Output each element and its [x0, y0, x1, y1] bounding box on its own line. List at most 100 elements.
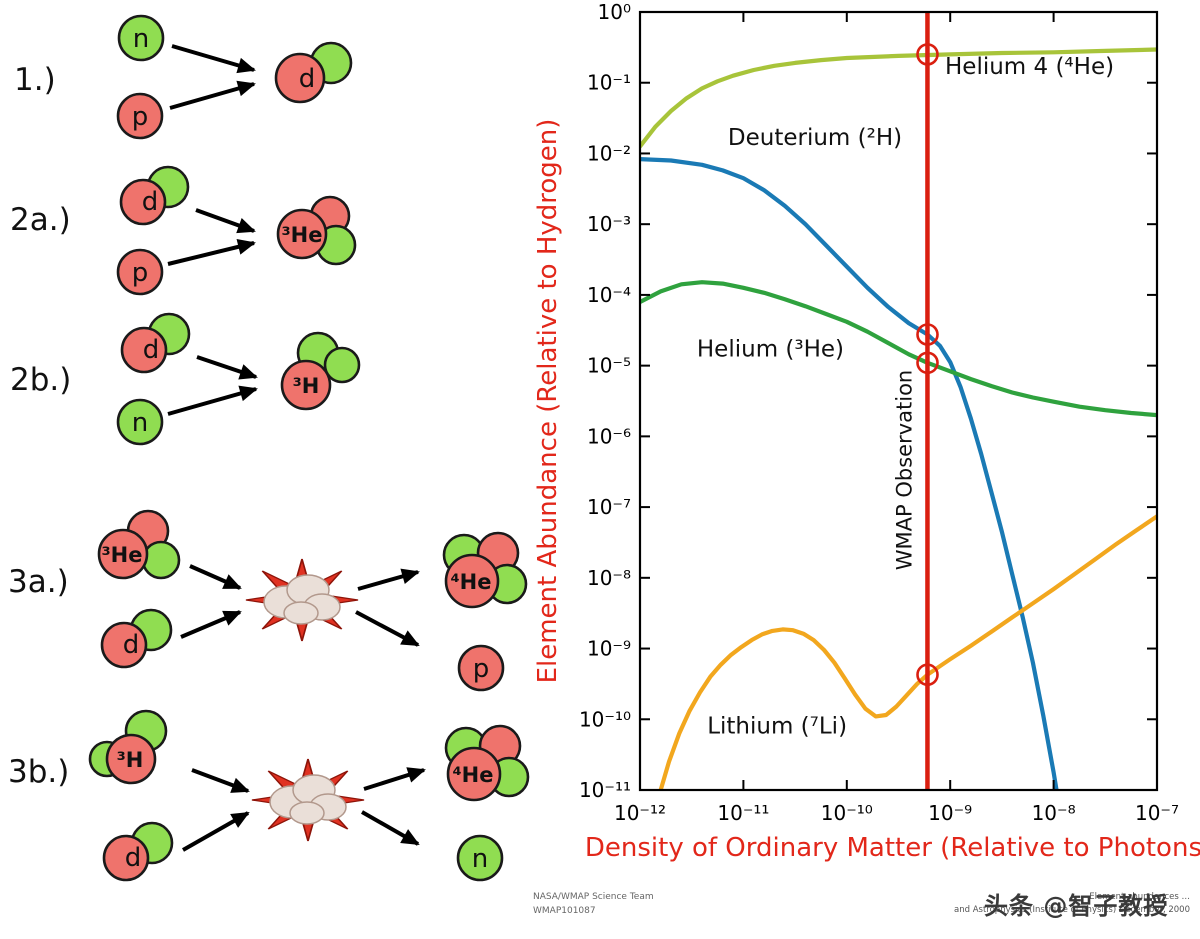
step-label: 3b.): [8, 754, 69, 790]
proton-label: p: [132, 258, 149, 288]
arrow: [167, 239, 256, 266]
proton-circle: [276, 208, 328, 260]
x-tick-label: 10⁻⁷: [1135, 801, 1179, 825]
reaction-step-2b: 2b.) d n ³H: [10, 312, 361, 446]
reaction-step-3a: 3a.) ³He d ⁴He p: [8, 509, 528, 692]
arrow: [189, 564, 242, 590]
y-tick-label: 10⁻⁸: [587, 566, 631, 590]
y-tick-label: 10⁻¹¹: [579, 778, 631, 802]
credit-source-1: Element abundances …: [1089, 892, 1190, 902]
deuteron-label: d: [123, 630, 140, 660]
proton-circle: [120, 326, 168, 374]
proton-circle: [119, 178, 167, 226]
arrow: [355, 610, 420, 647]
y-tick-label: 10⁻¹: [587, 71, 631, 95]
y-tick-label: 10⁻⁴: [587, 283, 631, 307]
neutron-label: n: [133, 24, 149, 54]
credit-left: NASA/WMAP Science Team WMAP101087: [533, 891, 654, 918]
observation-marker-lithium: [916, 663, 939, 687]
y-tick-label: 10⁻⁹: [587, 637, 631, 661]
neutron-circle: [141, 540, 181, 580]
neutron-circle: [116, 398, 164, 446]
proton-circle: [280, 359, 332, 411]
arrow: [180, 610, 242, 639]
proton-circle: [457, 644, 505, 692]
proton-label: p: [473, 654, 490, 684]
x-tick-label: 10⁻¹⁰: [821, 801, 873, 825]
explosion-icon: [251, 758, 365, 842]
tritium-label: ³H: [293, 374, 320, 398]
x-tick-label: 10⁻⁸: [1032, 801, 1076, 825]
deuteron-label: d: [299, 64, 316, 94]
deuteron-label: d: [142, 187, 159, 217]
neutron-circle: [323, 346, 361, 384]
arrow: [195, 208, 256, 234]
proton-circle: [102, 834, 150, 882]
x-tick-label: 10⁻¹¹: [717, 801, 769, 825]
observation-marker-deuterium: [916, 323, 939, 346]
arrow: [182, 811, 250, 852]
curve-label-helium3: Helium (³He): [697, 336, 844, 362]
arrow: [191, 768, 250, 793]
curve-label-deuterium: Deuterium (²H): [728, 125, 902, 151]
deuteron-label: d: [143, 335, 160, 365]
neutron-label: n: [132, 408, 148, 438]
reaction-step-1: 1.) n p d: [14, 14, 353, 140]
credit-source-2: and Astrophysics (Institute of Physics) …: [954, 904, 1190, 915]
neutron-label: n: [472, 844, 488, 874]
credit-id: WMAP101087: [533, 905, 596, 916]
arrow: [363, 767, 426, 791]
y-axis-title: Element Abundance (Relative to Hydrogen): [533, 119, 563, 684]
proton-circle: [116, 248, 164, 296]
wmap-observation-label: WMAP Observation: [892, 370, 916, 570]
proton-circle: [116, 92, 164, 140]
arrow: [171, 44, 256, 74]
y-tick-label: 10⁻⁷: [587, 495, 631, 519]
proton-circle: [105, 733, 157, 785]
proton-circle: [446, 746, 502, 802]
neutron-circle: [117, 14, 165, 62]
y-tick-label: 10⁻¹⁰: [579, 707, 631, 731]
curve-lithium: [658, 514, 1157, 790]
proton-circle: [97, 528, 149, 580]
credit-team: NASA/WMAP Science Team: [533, 892, 654, 902]
plot-frame: [638, 10, 1159, 792]
y-tick-label: 10⁻⁶: [587, 424, 631, 448]
arrow: [169, 80, 256, 110]
helium3-label: ³He: [281, 223, 322, 247]
x-tick-label: 10⁻⁹: [928, 801, 972, 825]
neutron-circle: [456, 834, 504, 882]
helium3-label: ³He: [101, 543, 142, 567]
proton-circle: [100, 621, 148, 669]
explosion-icon: [245, 558, 359, 642]
curve-deuterium: [640, 157, 1059, 790]
step-label: 1.): [14, 62, 56, 98]
curve-helium3: [640, 280, 1157, 418]
proton-label: p: [132, 102, 149, 132]
x-tick-label: 10⁻¹²: [614, 801, 666, 825]
curve-label-helium4: Helium 4 (⁴He): [945, 54, 1114, 80]
curve-label-lithium: Lithium (⁷Li): [707, 713, 847, 739]
curve-helium4: [640, 47, 1157, 149]
step-label: 2b.): [10, 362, 71, 398]
step-label: 2a.): [10, 202, 71, 238]
reaction-diagram: 1.) n p d 2a.) d p ³He: [8, 14, 530, 882]
arrow: [196, 355, 258, 380]
y-tick-label: 10⁻³: [587, 212, 631, 236]
x-axis-title: Density of Ordinary Matter (Relative to …: [585, 833, 1200, 863]
proton-circle: [444, 553, 500, 609]
reaction-step-2a: 2a.) d p ³He: [10, 165, 357, 296]
arrow: [167, 385, 258, 416]
arrow: [361, 810, 420, 846]
reaction-step-3b: 3b.) ³H d ⁴He n: [8, 709, 530, 882]
credit-right: Element abundances … and Astrophysics (I…: [860, 891, 1190, 917]
proton-circle: [274, 52, 326, 104]
step-label: 3a.): [8, 564, 69, 600]
y-tick-label: 10⁻⁵: [587, 354, 631, 378]
deuteron-label: d: [125, 843, 142, 873]
observation-marker-helium4: [916, 43, 939, 66]
watermark: 头条 @智子教授: [984, 892, 1169, 920]
abundance-chart: 10⁰ 10⁻¹ 10⁻² 10⁻³ 10⁻⁴ 10⁻⁵ 10⁻⁶ 10⁻⁷ 10⁻⁸ 10⁻⁹ 1…: [533, 0, 1200, 863]
